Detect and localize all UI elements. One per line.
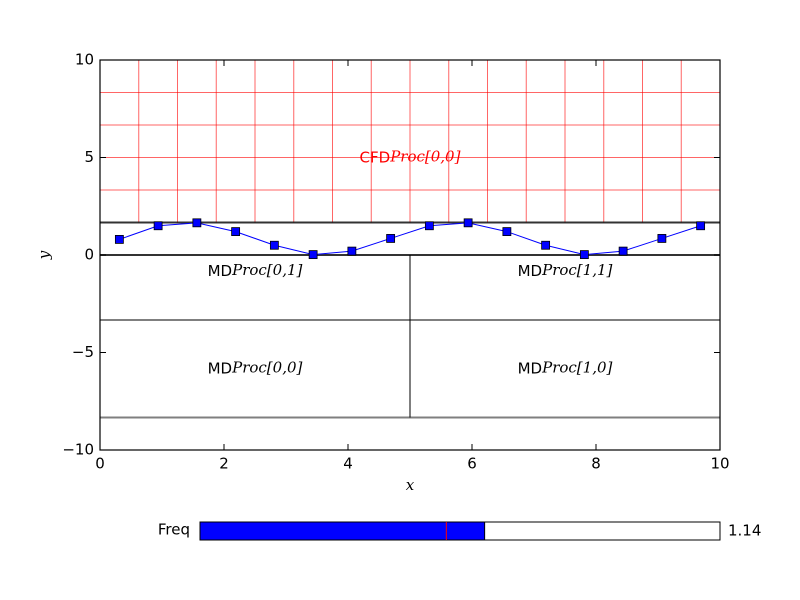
x-tick-label: 4 [343,455,353,473]
x-tick-label: 0 [95,455,105,473]
data-line [119,222,701,256]
x-axis-label: x [406,476,415,494]
data-marker [463,218,473,228]
data-marker [657,234,667,243]
y-tick-label: 0 [84,246,94,264]
region-label: MDProc[1,0] [518,359,613,378]
data-marker [696,221,706,231]
data-marker [269,240,279,250]
region-prefix: CFD [360,148,391,166]
data-marker [579,250,589,260]
data-marker [153,221,163,231]
data-marker [308,250,318,260]
data-marker [347,246,357,256]
region-label: MDProc[1,1] [518,261,613,280]
data-marker [502,227,512,237]
y-tick-label: −5 [72,343,94,361]
y-tick-label: −10 [62,441,94,459]
y-axis-label: y [35,250,53,260]
x-tick-label: 2 [219,455,229,473]
slider-fill[interactable] [199,521,486,541]
slider-label: Freq [158,521,190,539]
slider-value: 1.14 [728,522,761,540]
region-prefix: MD [208,262,233,280]
y-tick-label: 10 [75,51,94,69]
region-proc: Proc[0,0] [389,148,460,166]
data-marker [386,234,396,243]
region-proc: Proc[1,0] [541,359,612,377]
data-marker [424,221,434,231]
region-label: MDProc[0,1] [208,261,303,280]
region-label: MDProc[0,0] [208,359,303,378]
region-proc: Proc[1,1] [541,261,612,279]
region-prefix: MD [208,359,233,377]
x-tick-label: 6 [467,455,477,473]
data-marker [231,227,241,237]
region-prefix: MD [518,359,543,377]
x-tick-label: 8 [591,455,601,473]
data-marker [541,240,551,250]
data-marker [114,234,124,244]
region-proc: Proc[0,0] [231,359,302,377]
data-marker [618,246,628,256]
data-marker [192,218,202,228]
y-tick-label: 5 [84,148,94,166]
region-proc: Proc[0,1] [231,261,302,279]
region-prefix: MD [518,262,543,280]
region-label: CFDProc[0,0] [360,148,461,167]
x-tick-label: 10 [710,455,729,473]
